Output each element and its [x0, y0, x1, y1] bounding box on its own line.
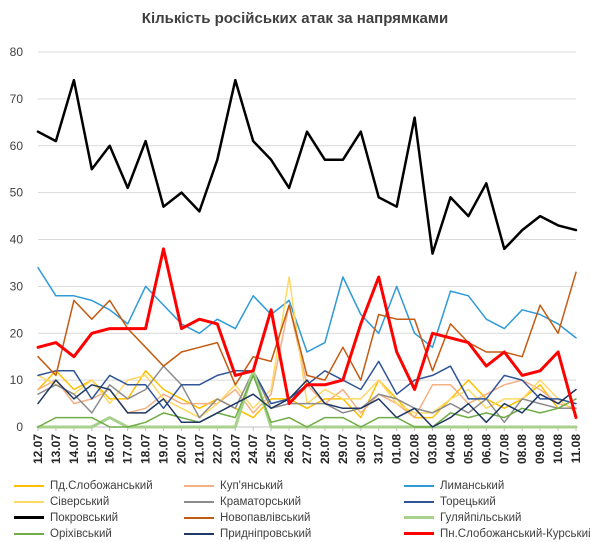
- legend-label: Новопавлівський: [220, 512, 311, 524]
- x-tick-label: 24.07: [246, 434, 260, 464]
- y-tick-label: 80: [10, 45, 24, 59]
- legend-item: Пд.Слобожанський: [14, 478, 153, 494]
- series-lines: [36, 78, 578, 429]
- x-tick-label: 03.08: [426, 434, 440, 464]
- y-tick-label: 40: [10, 233, 24, 247]
- legend-item: Сіверський: [14, 494, 109, 510]
- x-tick-label: 28.07: [318, 434, 332, 464]
- legend-label: Сіверський: [50, 496, 110, 508]
- legend-item: Лиманський: [404, 478, 504, 494]
- x-tick-label: 06.08: [479, 434, 493, 464]
- x-tick-label: 12.07: [31, 434, 45, 464]
- series-line: [37, 379, 577, 428]
- legend-label: Оріхівський: [50, 528, 112, 540]
- x-tick-label: 29.07: [336, 434, 350, 464]
- x-tick-label: 27.07: [300, 434, 314, 464]
- legend-swatch: [184, 516, 214, 519]
- legend-swatch: [404, 500, 434, 503]
- y-tick-label: 50: [10, 186, 24, 200]
- x-tick-label: 15.07: [85, 434, 99, 464]
- series-line: [37, 276, 577, 419]
- legend-swatch: [404, 532, 434, 536]
- legend-item: Оріхівський: [14, 526, 112, 542]
- y-tick-label: 60: [10, 139, 24, 153]
- y-tick-label: 20: [10, 326, 24, 340]
- x-tick-label: 09.08: [533, 434, 547, 464]
- legend-item: Гуляйпільський: [404, 510, 521, 526]
- legend-label: Пн.Слобожанський-Курський: [440, 528, 590, 540]
- series-line: [37, 266, 577, 353]
- x-tick-label: 20.07: [174, 434, 188, 464]
- legend-swatch: [184, 484, 214, 487]
- x-tick-label: 08.08: [515, 434, 529, 464]
- x-tick-label: 21.07: [192, 434, 206, 464]
- y-tick-label: 70: [10, 92, 24, 106]
- x-tick-label: 30.07: [354, 434, 368, 464]
- x-tick-label: 31.07: [372, 434, 386, 464]
- legend-item: Новопавлівський: [184, 510, 310, 526]
- x-tick-label: 26.07: [282, 434, 296, 464]
- x-tick-label: 10.08: [551, 434, 565, 464]
- legend-item: Краматорський: [184, 494, 301, 510]
- y-tick-label: 10: [10, 373, 24, 387]
- legend-item: Придніпровський: [184, 526, 311, 542]
- legend-label: Лиманський: [440, 480, 505, 492]
- legend-swatch: [14, 516, 44, 520]
- x-tick-label: 05.08: [461, 434, 475, 464]
- legend-label: Придніпровський: [220, 528, 312, 540]
- x-tick-label: 04.08: [443, 434, 457, 464]
- legend-item: Торецький: [404, 494, 496, 510]
- legend-item: Покровський: [14, 510, 118, 526]
- series-line: [37, 374, 577, 428]
- x-tick-label: 19.07: [157, 434, 171, 464]
- legend-swatch: [184, 500, 214, 503]
- series-line: [36, 78, 578, 255]
- x-tick-label: 13.07: [49, 434, 63, 464]
- y-tick-label: 0: [16, 420, 23, 434]
- x-tick-label: 07.08: [497, 434, 511, 464]
- y-tick-label: 30: [10, 279, 24, 293]
- legend-swatch: [14, 484, 44, 487]
- tick-labels: 0 10 20 30 40 50 60 70 80 12.07 13.07 14.07 15.07 16.…: [10, 45, 583, 464]
- legend-item: Пн.Слобожанський-Курський: [404, 526, 590, 542]
- x-tick-label: 01.08: [390, 434, 404, 464]
- series-line: [36, 247, 578, 420]
- x-tick-label: 02.08: [408, 434, 422, 464]
- x-tick-label: 23.07: [228, 434, 242, 464]
- x-tick-label: 14.07: [67, 434, 81, 464]
- legend-label: Гуляйпільський: [440, 512, 522, 524]
- x-tick-label: 11.08: [569, 434, 583, 464]
- legend-swatch: [184, 532, 214, 535]
- legend-swatch: [404, 484, 434, 487]
- legend-swatch: [14, 532, 44, 535]
- x-tick-label: 16.07: [103, 434, 117, 464]
- legend-swatch: [404, 516, 434, 520]
- x-tick-label: 17.07: [121, 434, 135, 464]
- legend-swatch: [14, 500, 44, 503]
- x-tick-label: 18.07: [139, 434, 153, 464]
- x-tick-label: 25.07: [264, 434, 278, 464]
- legend-label: Краматорський: [220, 496, 302, 508]
- legend-item: Куп'янський: [184, 478, 283, 494]
- legend-label: Покровський: [50, 512, 119, 524]
- chart-title: Кількість російських атак за напрямками: [141, 10, 449, 27]
- legend-label: Куп'янський: [220, 480, 284, 492]
- legend-label: Пд.Слобожанський: [50, 480, 153, 492]
- x-tick-label: 22.07: [210, 434, 224, 464]
- legend-label: Торецький: [440, 496, 496, 508]
